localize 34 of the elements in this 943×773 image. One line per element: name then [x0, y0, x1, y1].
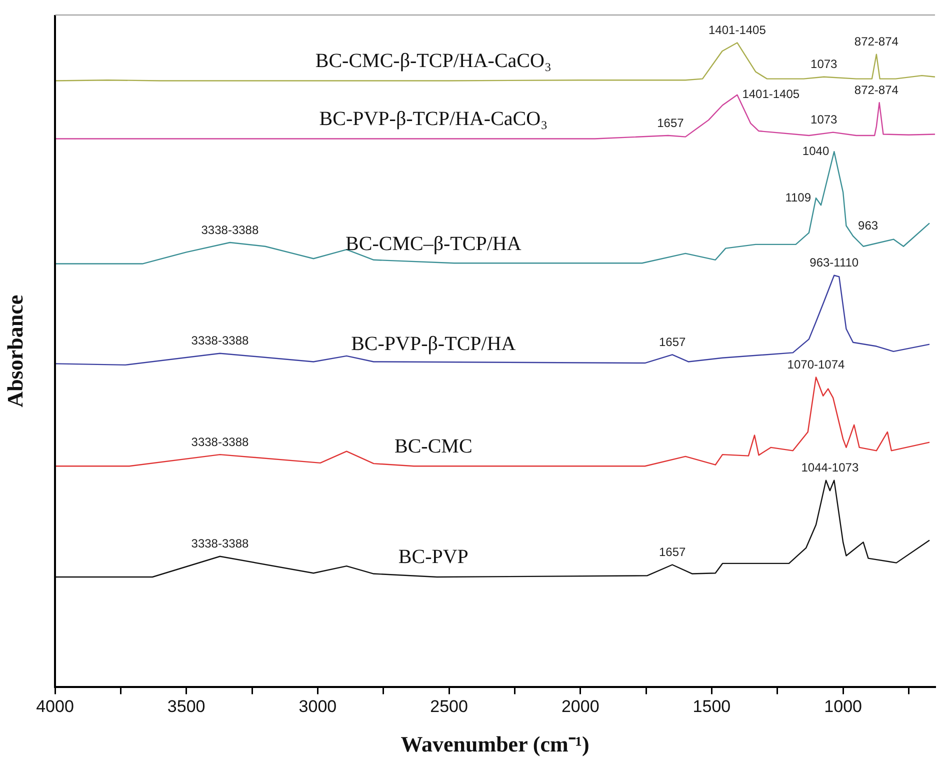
- series-label: BC-CMC-β-TCP/HA-CaCO₃: [315, 50, 552, 72]
- annotation: 1109: [785, 190, 812, 204]
- annotation: 1657: [658, 545, 686, 560]
- series-label: BC-PVP: [398, 546, 468, 568]
- x-tick-label: 2500: [430, 697, 468, 716]
- x-tick-label: 3000: [298, 697, 337, 716]
- annotation: 3338-3388: [191, 434, 249, 449]
- annotation: 3338-3388: [191, 536, 249, 551]
- x-tick-label: 3500: [167, 697, 206, 716]
- x-tick-label: 4000: [36, 697, 74, 716]
- annotation: 1401-1405: [708, 23, 766, 38]
- annotation: 1044-1073: [801, 460, 859, 475]
- annotation: 963: [858, 218, 878, 232]
- annotation: 1073: [810, 112, 838, 127]
- annotation: 1401-1405: [742, 87, 800, 102]
- annotation: 1657: [658, 334, 686, 349]
- series-label: BC-PVP-β-TCP/HA: [351, 332, 516, 355]
- annotation: 872-874: [854, 82, 899, 97]
- series-label: BC-CMC–β-TCP/HA: [346, 233, 522, 256]
- annotation: 872-874: [854, 34, 899, 49]
- annotation: 3338-3388: [201, 222, 259, 237]
- x-tick-label: 1000: [824, 697, 862, 716]
- series-label: BC-PVP-β-TCP/HA-CaCO₃: [319, 108, 548, 130]
- annotation: 3338-3388: [191, 334, 249, 348]
- x-tick-label: 1500: [692, 697, 731, 716]
- annotation: 963-1110: [810, 256, 859, 270]
- series-label: BC-CMC: [394, 435, 472, 458]
- annotation: 1073: [810, 57, 838, 72]
- annotation: 1657: [657, 116, 684, 130]
- y-axis-title: Absorbance: [2, 294, 28, 408]
- annotation: 1070-1074: [787, 358, 846, 372]
- x-axis-title: Wavenumber (cm⁻¹): [400, 731, 590, 756]
- x-tick-label: 2000: [561, 697, 600, 716]
- annotation: 1040: [802, 144, 830, 158]
